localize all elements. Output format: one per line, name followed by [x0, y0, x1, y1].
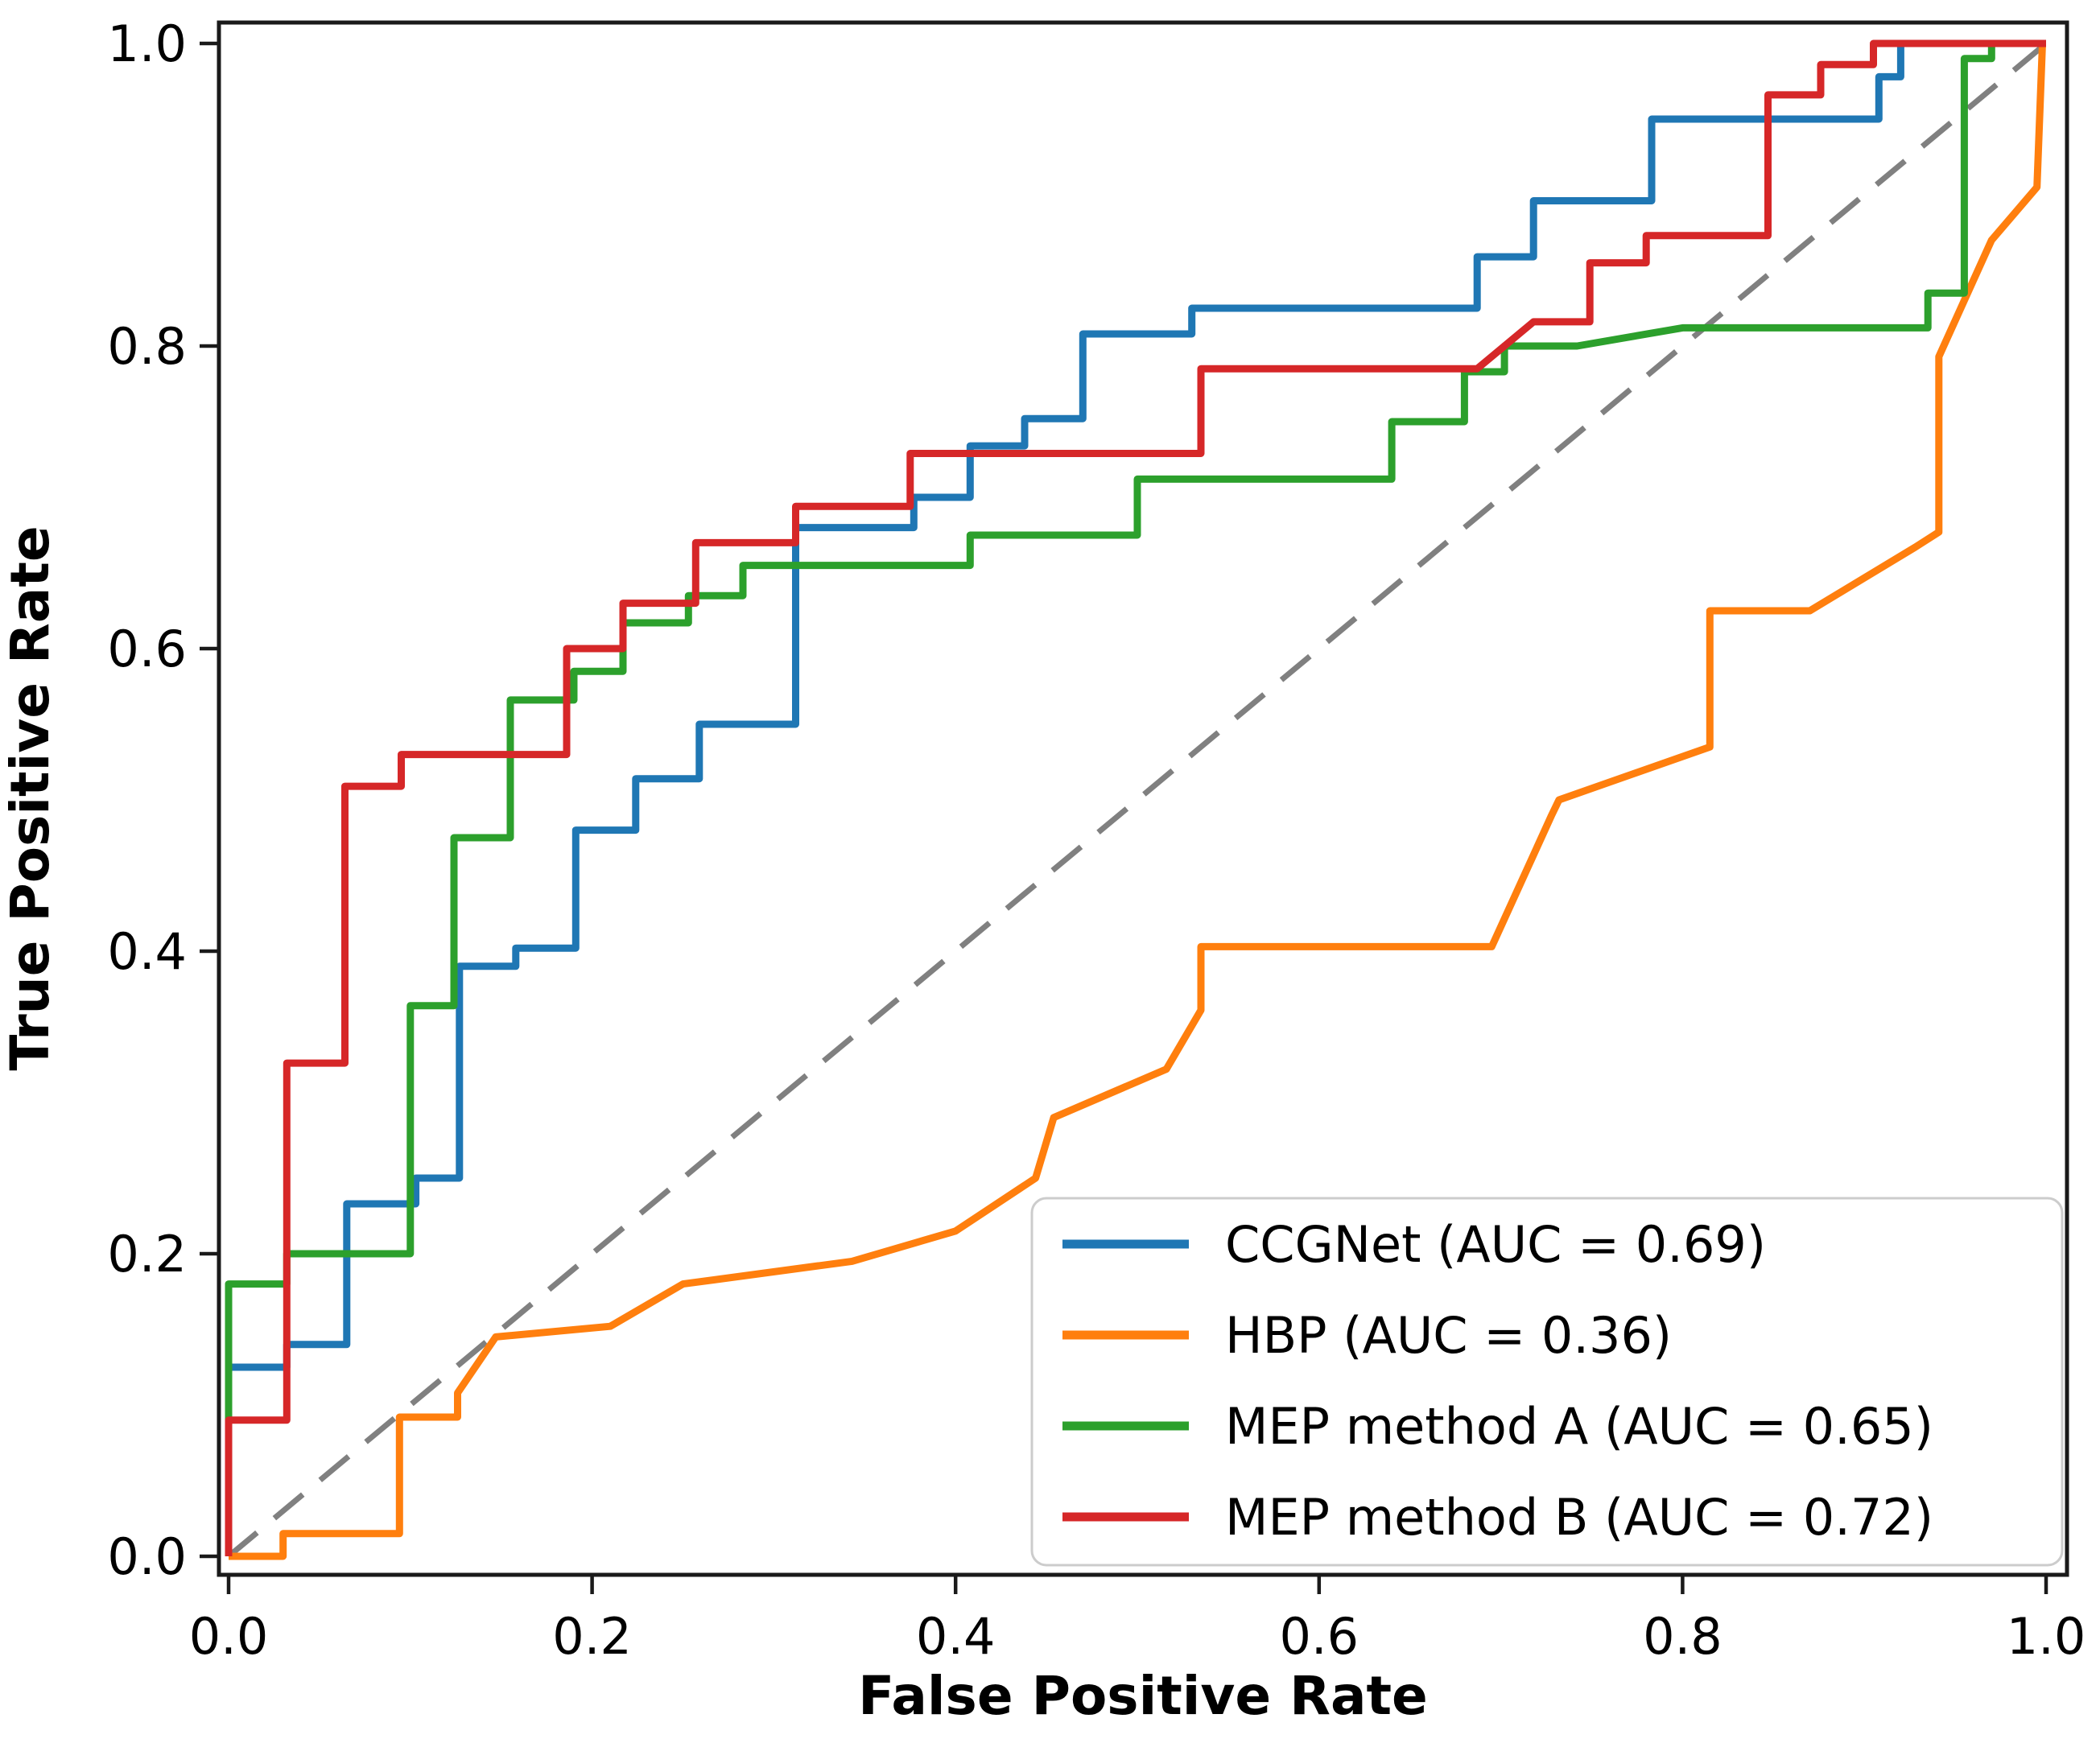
- x-axis-label: False Positive Rate: [858, 1665, 1428, 1727]
- x-tick-label: 0.6: [1279, 1607, 1359, 1666]
- legend-item-hbp: HBP (AUC = 0.36): [1062, 1306, 1672, 1365]
- legend-item-mep-method-b: MEP method B (AUC = 0.72): [1062, 1488, 1933, 1547]
- legend-label-ccgnet: CCGNet (AUC = 0.69): [1225, 1215, 1766, 1274]
- curve-hbp: [229, 39, 2046, 1560]
- legend-label-mep-method-b: MEP method B (AUC = 0.72): [1225, 1488, 1933, 1547]
- curve-mep-method-b: [225, 39, 2046, 1556]
- x-tick-label: 0.2: [552, 1607, 632, 1666]
- legend-label-hbp: HBP (AUC = 0.36): [1225, 1306, 1672, 1365]
- x-tick-label: 1.0: [2007, 1607, 2086, 1666]
- y-tick-label: 0.6: [107, 620, 187, 678]
- x-tick-label: 0.0: [189, 1607, 269, 1666]
- chance-diagonal: [226, 41, 2048, 1559]
- legend: CCGNet (AUC = 0.69) HBP (AUC = 0.36) MEP m…: [1030, 1197, 2064, 1567]
- legend-item-mep-method-a: MEP method A (AUC = 0.65): [1062, 1397, 1933, 1456]
- curve-mep-method-a: [225, 39, 2046, 1556]
- legend-label-mep-method-a: MEP method A (AUC = 0.65): [1225, 1397, 1933, 1456]
- y-tick-label: 0.2: [107, 1225, 187, 1284]
- y-tick-label: 0.4: [107, 922, 187, 981]
- y-axis-label: True Positive Rate: [0, 525, 61, 1070]
- axis-ticks: 0.0 0.2 0.4 0.6 0.8 1.0 0.0 0.2 0.4 0.6 0.8 1.0: [107, 14, 2086, 1666]
- legend-item-ccgnet: CCGNet (AUC = 0.69): [1062, 1215, 1766, 1274]
- x-tick-label: 0.8: [1643, 1607, 1722, 1666]
- y-tick-label: 0.0: [107, 1527, 187, 1586]
- legend-box: [1030, 1197, 2064, 1567]
- y-tick-label: 0.8: [107, 317, 187, 376]
- y-tick-label: 1.0: [107, 14, 187, 73]
- plot-frame: [217, 20, 2069, 1577]
- curve-ccgnet: [225, 39, 2046, 1556]
- curves: [225, 39, 2048, 1560]
- x-tick-label: 0.4: [916, 1607, 996, 1666]
